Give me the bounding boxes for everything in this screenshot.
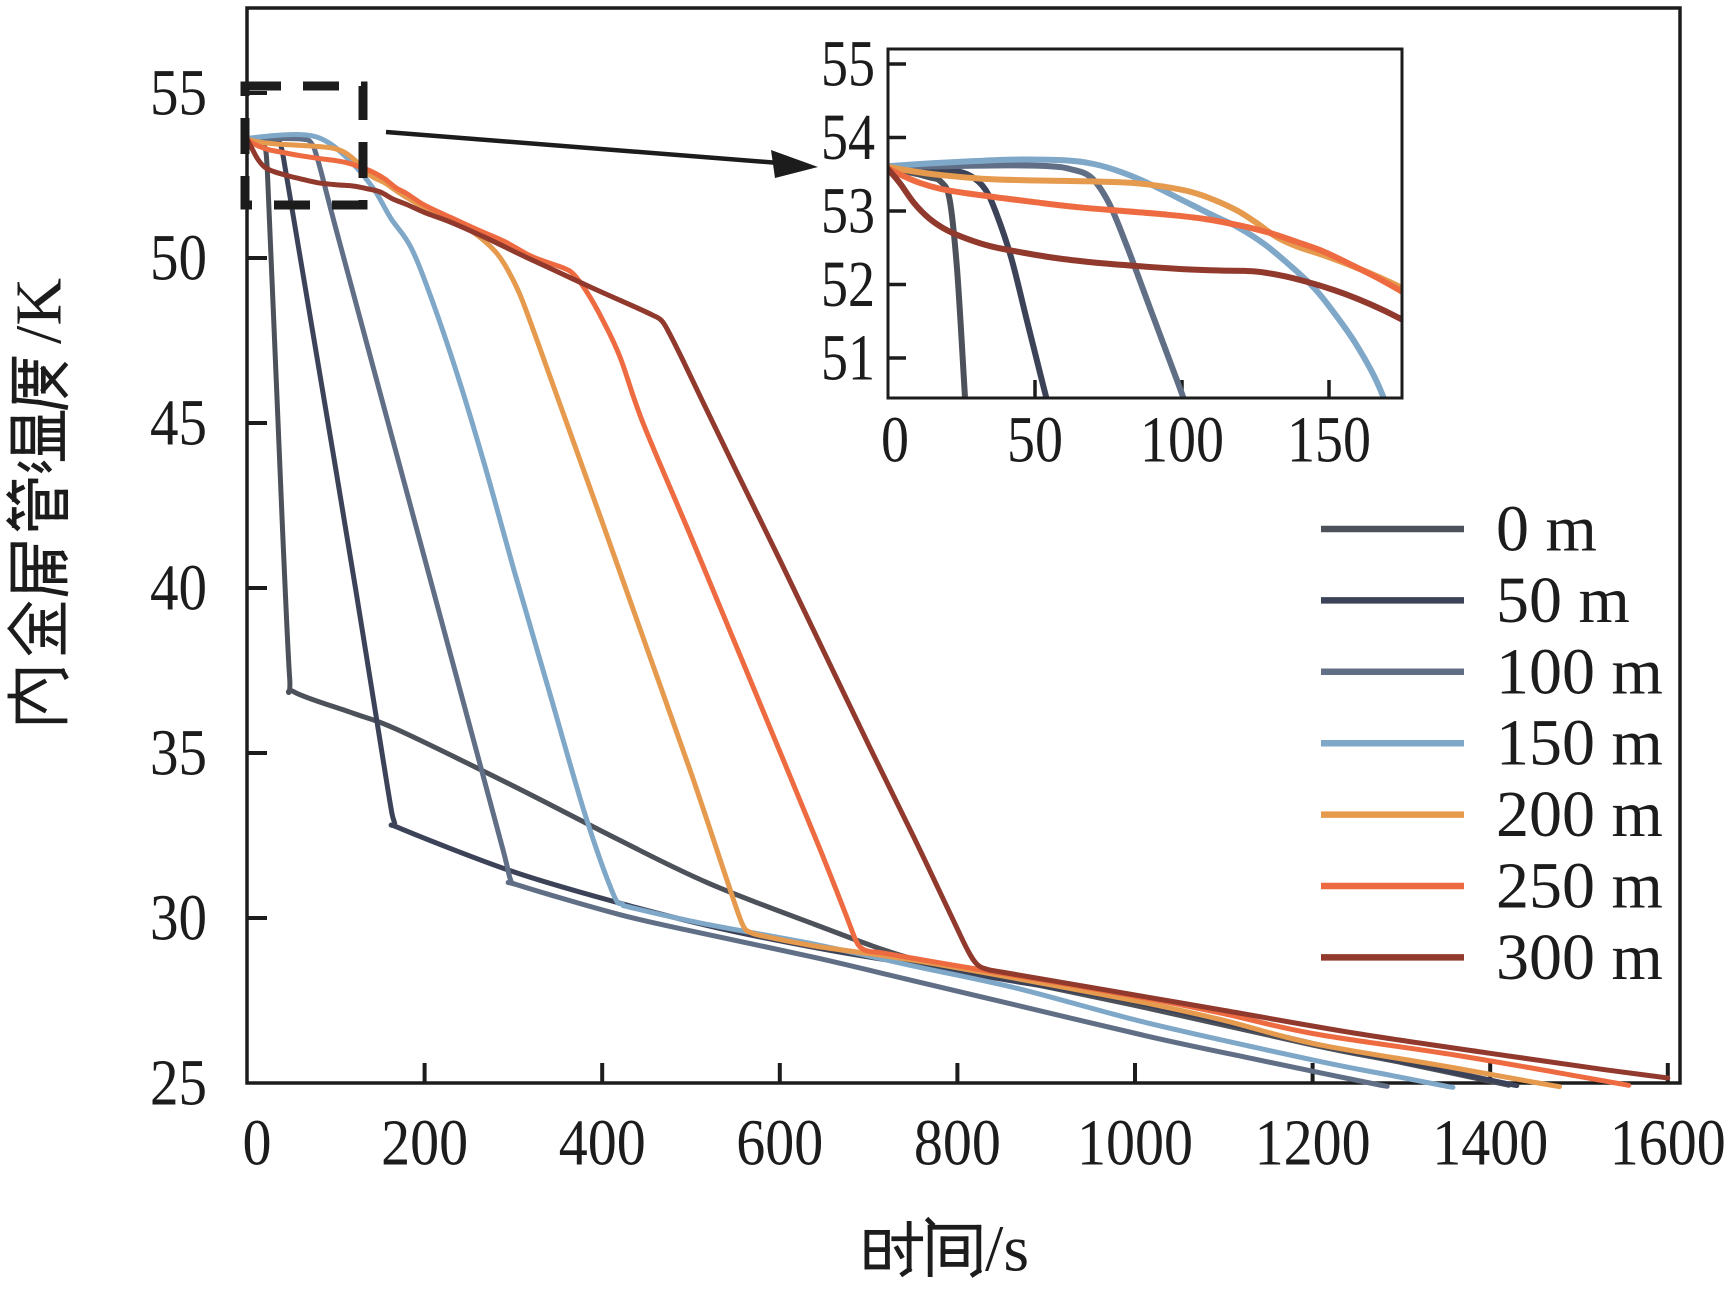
svg-text:52: 52 xyxy=(821,248,875,321)
svg-text:35: 35 xyxy=(150,717,207,790)
svg-text:/K: /K xyxy=(3,278,76,344)
svg-text:30: 30 xyxy=(150,882,207,955)
svg-text:55: 55 xyxy=(150,57,207,130)
svg-text:54: 54 xyxy=(821,101,875,174)
svg-text:45: 45 xyxy=(150,387,207,460)
svg-text:1000: 1000 xyxy=(1077,1107,1193,1180)
svg-text:25: 25 xyxy=(150,1047,207,1120)
svg-text:100: 100 xyxy=(1140,404,1224,477)
svg-text:200 m: 200 m xyxy=(1496,778,1663,851)
svg-text:1600: 1600 xyxy=(1610,1107,1726,1180)
svg-text:250 m: 250 m xyxy=(1496,850,1663,923)
svg-text:40: 40 xyxy=(150,552,207,625)
svg-text:50: 50 xyxy=(150,222,207,295)
svg-text:1200: 1200 xyxy=(1255,1107,1371,1180)
svg-text:150 m: 150 m xyxy=(1496,707,1663,780)
svg-text:50 m: 50 m xyxy=(1496,564,1630,637)
svg-text:150: 150 xyxy=(1287,404,1371,477)
svg-text:51: 51 xyxy=(821,322,875,395)
svg-text:300 m: 300 m xyxy=(1496,921,1663,994)
svg-text:200: 200 xyxy=(381,1107,468,1180)
svg-text:55: 55 xyxy=(821,28,875,101)
svg-text:400: 400 xyxy=(559,1107,646,1180)
svg-text:100 m: 100 m xyxy=(1496,635,1663,708)
svg-text:0 m: 0 m xyxy=(1496,493,1597,566)
svg-text:/s: /s xyxy=(985,1213,1029,1286)
svg-text:0: 0 xyxy=(243,1107,272,1180)
svg-text:800: 800 xyxy=(914,1107,1001,1180)
svg-text:1400: 1400 xyxy=(1432,1107,1548,1180)
svg-text:600: 600 xyxy=(736,1107,823,1180)
svg-text:0: 0 xyxy=(881,404,909,477)
svg-text:50: 50 xyxy=(1007,404,1063,477)
svg-text:53: 53 xyxy=(821,175,875,248)
